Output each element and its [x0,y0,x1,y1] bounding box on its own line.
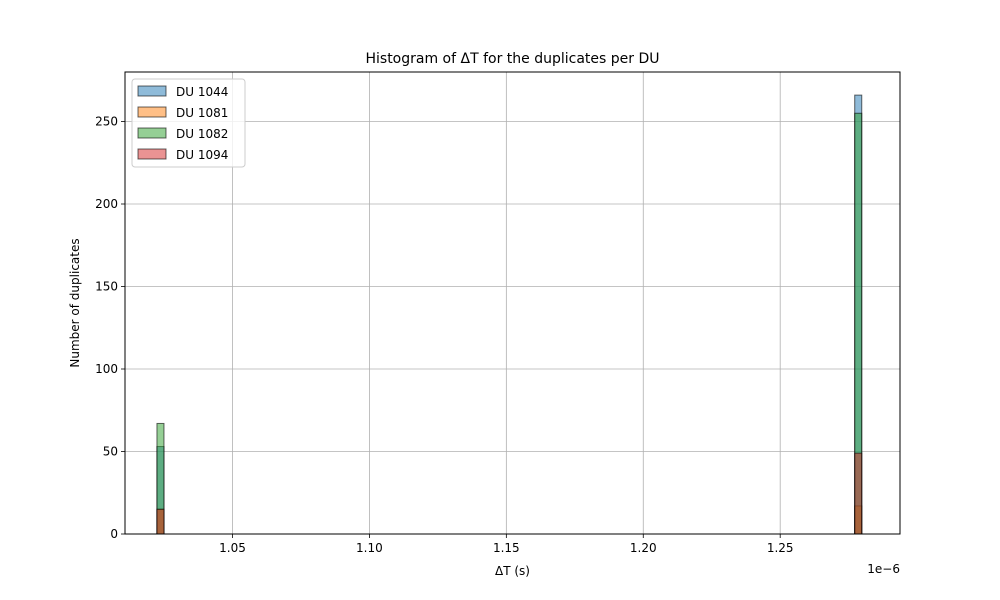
x-axis-label: ΔT (s) [495,564,530,578]
y-axis-ticks: 0 50 100 150 200 250 [95,115,125,541]
y-tick-label: 100 [95,362,118,376]
x-tick-label: 1.10 [356,541,383,555]
y-tick-label: 150 [95,280,118,294]
x-axis-offset-text: 1e−6 [867,562,900,576]
legend-box [131,78,246,168]
legend-swatch [137,85,167,97]
x-tick-label: 1.20 [630,541,657,555]
histogram-bar [156,508,165,535]
y-tick-label: 250 [95,115,118,129]
legend-swatch [137,127,167,139]
x-tick-label: 1.15 [493,541,520,555]
axes-frame [124,71,901,535]
y-tick-label: 0 [110,527,118,541]
y-tick-label: 200 [95,197,118,211]
x-axis-ticks: 1.05 1.10 1.15 1.20 1.25 [219,534,794,555]
legend: DU 1044 DU 1081 DU 1082 DU 1094 [131,78,246,168]
legend-entry-label: DU 1044 [176,85,228,99]
bars-layer [156,94,863,535]
y-axis-label: Number of duplicates [68,238,82,367]
x-tick-label: 1.05 [219,541,246,555]
legend-swatch [137,148,167,160]
chart-title: Histogram of ΔT for the duplicates per D… [365,51,659,67]
histogram-bar [854,452,863,535]
x-tick-label: 1.25 [767,541,794,555]
y-tick-label: 50 [103,445,118,459]
legend-entry-label: DU 1082 [176,127,228,141]
legend-entry-label: DU 1094 [176,148,228,162]
legend-entry-label: DU 1081 [176,106,228,120]
legend-swatch [137,106,167,118]
grid-layer [125,72,900,535]
